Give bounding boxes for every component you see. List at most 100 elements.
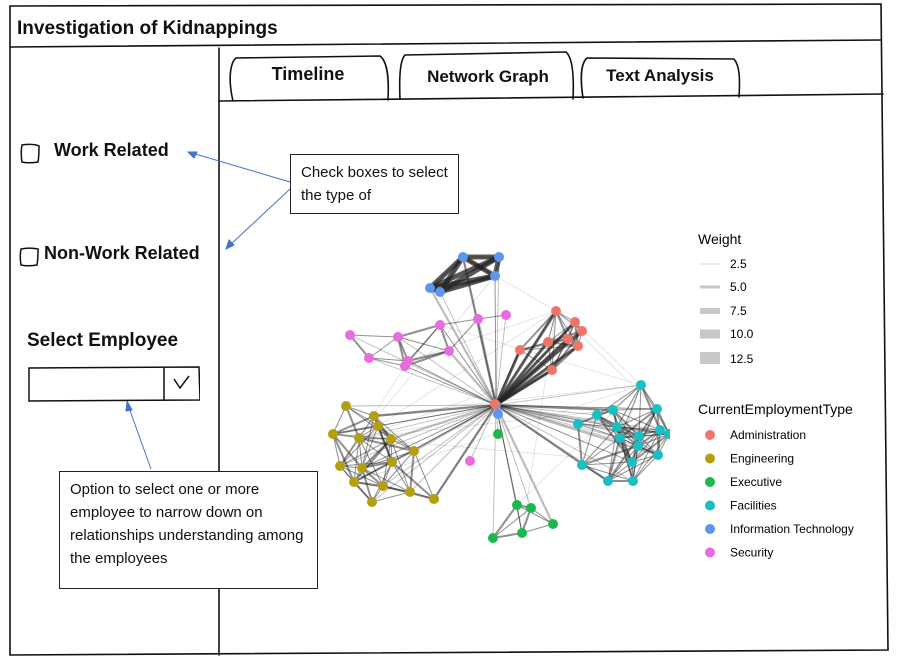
network-edge [345,404,497,407]
network-edge [368,336,399,359]
network-edge [612,409,661,431]
network-node [653,450,663,460]
network-node [367,497,377,507]
network-node [577,326,587,336]
network-edge [332,405,347,435]
network-node [543,337,553,347]
network-graph [328,252,670,543]
network-edge [409,404,497,493]
legend-dot [705,477,715,487]
network-edge [494,275,497,406]
non-work-related-label: Non-Work Related [44,243,200,263]
network-node [517,528,527,538]
network-edge [332,433,341,467]
network-node [612,422,622,432]
network-edge [495,404,579,425]
network-node [364,353,374,363]
legend-label: Information Technology [730,522,854,536]
network-node [473,314,483,324]
network-edge [516,504,554,525]
network-edge [404,350,450,367]
network-node [393,332,403,342]
chevron-down-icon[interactable] [164,366,200,402]
tab-timeline[interactable]: Timeline [271,64,345,84]
network-node [357,463,367,473]
network-node [335,461,345,471]
select-employee-label: Select Employee [27,330,179,351]
network-edge [632,429,661,482]
network-edge [361,404,497,469]
legend-label: Facilities [730,499,777,513]
network-node [652,404,662,414]
network-edge [495,404,661,431]
network-edge [516,384,642,506]
network-edge [495,384,642,406]
network-edge [377,310,557,427]
network-edge [361,461,393,469]
network-edge [638,408,658,437]
legend-dot [705,430,715,440]
non-work-related-checkbox[interactable] [17,244,41,268]
network-node [634,431,644,441]
network-edge [581,445,639,466]
legend-label: Executive [730,475,782,489]
network-edge [581,464,609,482]
network-edge [495,404,598,416]
network-node [636,380,646,390]
legend-label: Engineering [730,452,794,466]
network-node [435,287,445,297]
network-node [400,361,410,371]
network-edge [377,404,497,427]
network-node [627,457,637,467]
network-edge [494,349,522,406]
network-edge [368,357,406,367]
network-node [444,346,454,356]
network-node [378,481,388,491]
network-edge [547,310,557,343]
network-edge [358,437,363,469]
network-edge [429,287,497,406]
network-edge [407,360,497,406]
network-edge [581,426,618,466]
legend-dot [705,524,715,534]
network-node [341,401,351,411]
network-edge [433,404,497,500]
network-edge [494,341,550,406]
network-edge [596,384,642,416]
network-edge [631,433,670,463]
network-edge [361,425,379,469]
network-edge [495,404,633,463]
network-edges [332,254,670,539]
network-node [435,320,445,330]
network-edge [492,404,497,539]
network-node [387,457,397,467]
network-edge [469,404,497,462]
network-node [490,271,500,281]
legend-dot [705,547,715,558]
network-edge [555,310,583,332]
network-node [547,365,557,375]
network-edge [368,357,497,406]
employee-annotation-text: Option to select one or more employee to… [70,481,304,567]
network-edge [495,404,554,525]
network-node [573,341,583,351]
network-edge [358,437,393,463]
network-edge [612,384,642,411]
network-edge [404,365,497,406]
network-node [386,434,396,444]
work-related-checkbox[interactable] [18,141,42,165]
network-node [405,487,415,497]
network-node [465,456,475,466]
tab-text-analysis[interactable]: Text Analysis [606,66,714,85]
network-node [409,446,419,456]
network-edge [439,291,497,406]
network-node [615,433,625,443]
network-edge [607,384,642,482]
employee-select[interactable] [28,366,200,402]
network-edge [632,433,670,482]
network-edge [519,310,557,351]
network-node [345,330,355,340]
tab-network-graph[interactable]: Network Graph [427,67,549,86]
network-edge [361,415,375,469]
